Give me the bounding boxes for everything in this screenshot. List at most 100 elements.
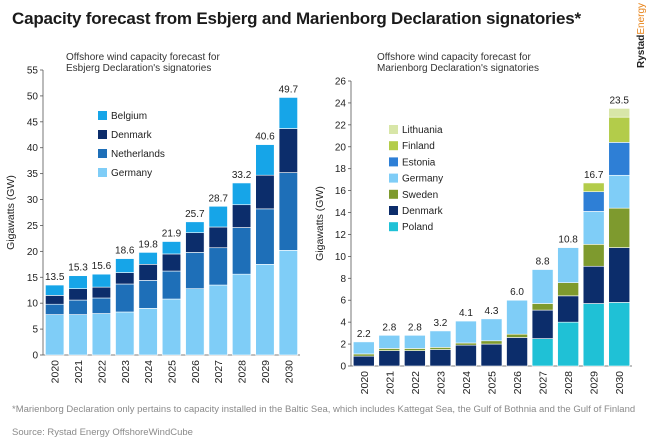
marienborg-legend-swatch-estonia xyxy=(389,157,398,167)
esbjerg-legend-label-denmark: Denmark xyxy=(111,130,153,141)
marienborg-y-tick-label: 10 xyxy=(335,252,347,263)
marienborg-bar-sweden-2023 xyxy=(429,347,452,350)
esbjerg-legend-swatch-germany xyxy=(98,168,107,177)
marienborg-x-tick-label-2020: 2020 xyxy=(359,371,371,395)
esbjerg-total-label-2027: 28.7 xyxy=(208,193,228,204)
marienborg-bar-denmark-2028 xyxy=(557,295,579,323)
esbjerg-bar-denmark-2023 xyxy=(115,272,135,285)
footnote: *Marienborg Declaration only pertains to… xyxy=(12,404,636,415)
marienborg-bar-germany-2020 xyxy=(352,341,375,355)
marienborg-total-label-2027: 8.8 xyxy=(536,257,550,268)
marienborg-legend-label-poland: Poland xyxy=(402,222,433,233)
esbjerg-bar-belgium-2026 xyxy=(185,221,205,234)
marienborg-bar-sweden-2029 xyxy=(582,244,605,267)
marienborg-bar-denmark-2029 xyxy=(582,265,605,304)
esbjerg-bar-belgium-2022 xyxy=(91,273,111,288)
marienborg-bar-finland-2030 xyxy=(608,116,631,143)
esbjerg-y-tick-label: 0 xyxy=(32,351,38,362)
marienborg-x-tick-label-2026: 2026 xyxy=(512,371,524,395)
esbjerg-legend-swatch-denmark xyxy=(98,130,107,139)
esbjerg-bar-denmark-2022 xyxy=(91,286,111,299)
esbjerg-bar-denmark-2027 xyxy=(208,226,228,249)
esbjerg-bar-netherlands-2023 xyxy=(115,283,135,313)
marienborg-x-tick-label-2028: 2028 xyxy=(563,371,575,395)
marienborg-bar-germany-2023 xyxy=(429,330,452,348)
marienborg-legend-swatch-germany xyxy=(389,173,398,183)
esbjerg-bar-germany-2025 xyxy=(161,298,182,356)
esbjerg-total-label-2024: 19.8 xyxy=(138,239,158,250)
esbjerg-x-tick-label-2021: 2021 xyxy=(73,360,85,384)
esbjerg-y-tick-label: 10 xyxy=(27,299,39,310)
marienborg-y-axis-label: Gigawatts (GW) xyxy=(314,186,326,261)
esbjerg-bar-belgium-2028 xyxy=(232,182,252,206)
marienborg-x-tick-label-2021: 2021 xyxy=(384,371,396,395)
marienborg-bar-denmark-2024 xyxy=(455,344,477,367)
esbjerg-bar-belgium-2027 xyxy=(208,205,228,228)
marienborg-legend-label-sweden: Sweden xyxy=(402,190,438,201)
esbjerg-y-tick-label: 55 xyxy=(27,66,39,77)
esbjerg-bar-netherlands-2029 xyxy=(255,208,275,265)
esbjerg-bar-netherlands-2021 xyxy=(68,299,88,315)
esbjerg-y-tick-label: 25 xyxy=(27,221,39,232)
esbjerg-bar-belgium-2025 xyxy=(161,241,182,255)
marienborg-legend-swatch-finland xyxy=(389,141,398,151)
marienborg-bar-denmark-2025 xyxy=(480,343,503,367)
marienborg-bar-denmark-2021 xyxy=(378,350,401,367)
esbjerg-bar-germany-2027 xyxy=(208,284,228,356)
esbjerg-bar-netherlands-2026 xyxy=(185,252,205,289)
esbjerg-x-tick-label-2024: 2024 xyxy=(143,360,155,384)
esbjerg-x-tick-label-2025: 2025 xyxy=(167,360,179,384)
main-title: Capacity forecast from Esbjerg and Marie… xyxy=(12,9,581,28)
esbjerg-bar-netherlands-2028 xyxy=(232,227,252,275)
esbjerg-bar-denmark-2024 xyxy=(138,264,158,281)
esbjerg-bar-germany-2023 xyxy=(115,311,135,356)
esbjerg-legend-label-germany: Germany xyxy=(111,168,152,179)
marienborg-bar-sweden-2027 xyxy=(531,303,554,311)
esbjerg-bar-germany-2030 xyxy=(278,250,298,356)
esbjerg-y-tick-label: 15 xyxy=(27,273,39,284)
esbjerg-chart: Offshore wind capacity forecast for Esbje… xyxy=(5,52,300,383)
marienborg-total-label-2023: 3.2 xyxy=(433,318,447,329)
marienborg-bar-denmark-2020 xyxy=(352,355,375,367)
esbjerg-bar-belgium-2030 xyxy=(278,97,298,129)
esbjerg-y-tick-label: 45 xyxy=(27,117,39,128)
esbjerg-total-label-2022: 15.6 xyxy=(92,261,112,272)
marienborg-y-tick-label: 18 xyxy=(335,164,347,175)
marienborg-bar-germany-2024 xyxy=(455,320,477,344)
marienborg-legend-label-denmark: Denmark xyxy=(402,206,444,217)
esbjerg-bar-netherlands-2024 xyxy=(138,280,158,309)
marienborg-bar-sweden-2021 xyxy=(378,348,401,351)
esbjerg-legend-label-netherlands: Netherlands xyxy=(111,149,165,160)
marienborg-bar-poland-2029 xyxy=(582,303,605,367)
marienborg-bar-germany-2029 xyxy=(582,211,605,245)
marienborg-bar-germany-2022 xyxy=(404,335,426,349)
esbjerg-bar-denmark-2026 xyxy=(185,232,205,253)
marienborg-legend-label-estonia: Estonia xyxy=(402,157,436,168)
marienborg-bar-estonia-2030 xyxy=(608,142,631,176)
marienborg-x-tick-label-2024: 2024 xyxy=(461,371,473,395)
esbjerg-bar-belgium-2020 xyxy=(45,284,65,296)
esbjerg-x-tick-label-2027: 2027 xyxy=(213,360,225,384)
esbjerg-legend-swatch-belgium xyxy=(98,111,107,120)
marienborg-bar-finland-2029 xyxy=(582,182,605,193)
esbjerg-bar-denmark-2021 xyxy=(68,288,88,301)
esbjerg-x-tick-label-2022: 2022 xyxy=(96,360,108,384)
marienborg-bar-germany-2030 xyxy=(608,174,631,209)
marienborg-x-tick-label-2023: 2023 xyxy=(435,371,447,395)
esbjerg-legend-label-belgium: Belgium xyxy=(111,111,147,122)
marienborg-total-label-2025: 4.3 xyxy=(485,306,499,317)
marienborg-bar-sweden-2022 xyxy=(404,348,426,351)
esbjerg-bar-belgium-2023 xyxy=(115,258,135,273)
marienborg-legend-swatch-denmark xyxy=(389,206,398,215)
marienborg-chart-title: Offshore wind capacity forecast for Marie… xyxy=(377,52,539,74)
marienborg-legend-swatch-sweden xyxy=(389,189,398,199)
marienborg-y-tick-label: 0 xyxy=(340,362,346,373)
esbjerg-x-tick-label-2023: 2023 xyxy=(120,360,132,384)
marienborg-bar-germany-2025 xyxy=(480,318,503,342)
marienborg-x-tick-label-2022: 2022 xyxy=(410,371,422,395)
esbjerg-y-tick-label: 20 xyxy=(27,247,39,258)
esbjerg-bar-netherlands-2027 xyxy=(208,247,228,286)
marienborg-legend-swatch-lithuania xyxy=(389,125,398,134)
esbjerg-total-label-2026: 25.7 xyxy=(185,209,205,220)
marienborg-bar-denmark-2026 xyxy=(506,337,528,367)
